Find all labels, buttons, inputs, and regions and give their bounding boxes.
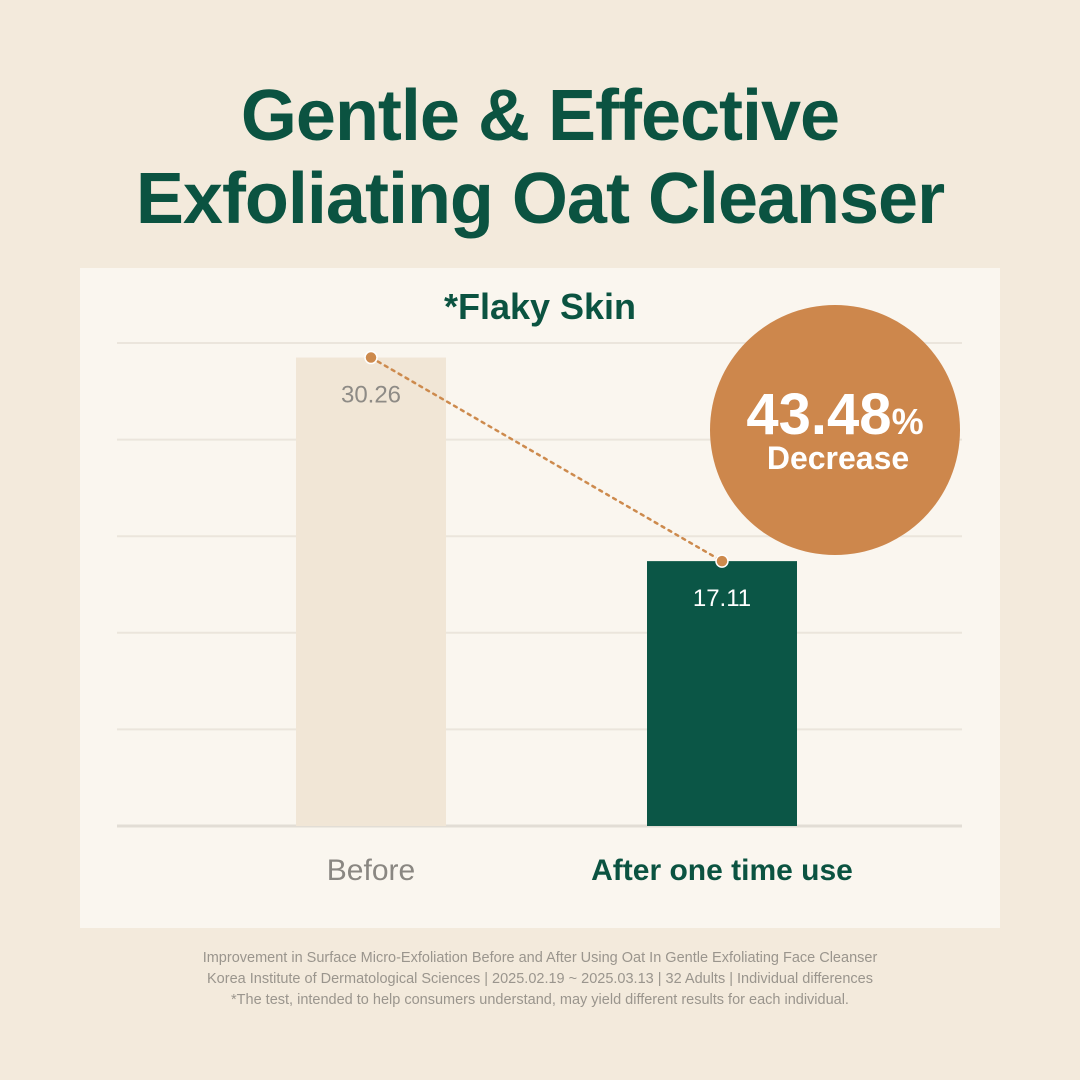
value-label-1: 17.11	[693, 585, 751, 612]
bar-0	[296, 357, 446, 826]
category-label-1: After one time use	[591, 854, 853, 887]
decrease-number: 43.48	[746, 382, 891, 447]
decrease-badge	[710, 305, 960, 555]
footnote: Improvement in Surface Micro-Exfoliation…	[0, 948, 1080, 1011]
connector-line	[369, 356, 724, 563]
footnote-line-2: Korea Institute of Dermatological Scienc…	[207, 971, 873, 987]
decrease-label: Decrease	[767, 440, 909, 476]
title-line-2: Exfoliating Oat Cleanser	[135, 159, 945, 239]
bar-1	[647, 561, 797, 826]
value-label-0: 30.26	[341, 382, 401, 409]
footnote-line-3: *The test, intended to help consumers un…	[231, 992, 849, 1008]
category-label-0: Before	[327, 854, 415, 887]
chart-title: *Flaky Skin	[443, 286, 637, 327]
footnote-line-1: Improvement in Surface Micro-Exfoliation…	[202, 950, 878, 966]
connector-dot-after	[715, 554, 729, 568]
decrease-value: 43.48%	[746, 382, 923, 447]
connector-dot-before	[364, 350, 378, 365]
title-line-1: Gentle & Effective	[240, 76, 840, 156]
decrease-unit: %	[892, 401, 924, 442]
